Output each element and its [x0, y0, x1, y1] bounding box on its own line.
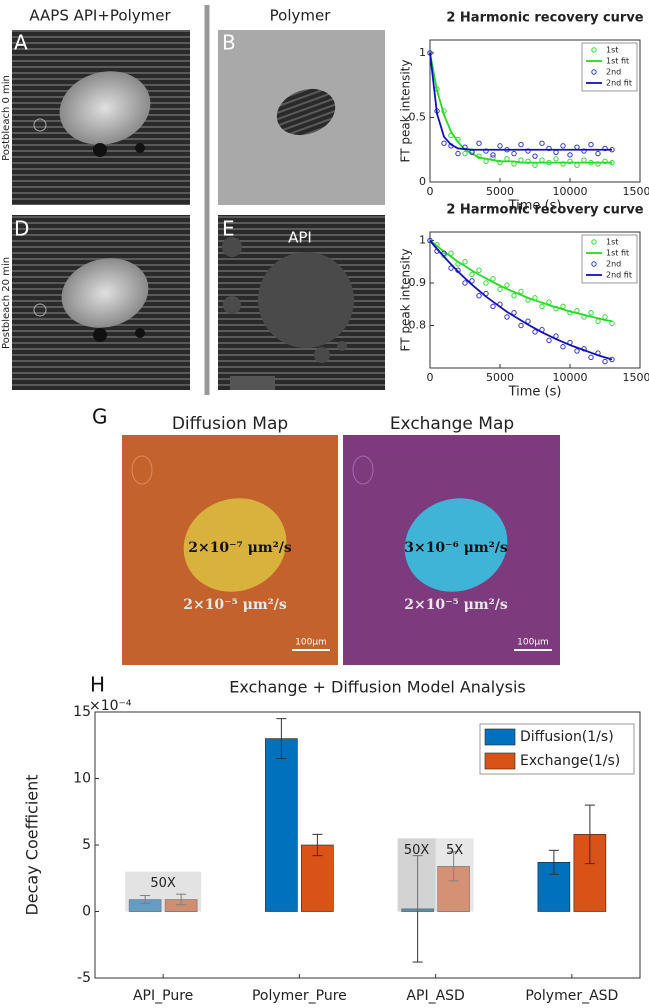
y-tick-label: 5	[82, 837, 91, 853]
panel-title: AAPS API+Polymer	[29, 7, 171, 25]
panel-letter: B	[222, 31, 236, 55]
x-tick-label: Polymer_ASD	[525, 988, 618, 1004]
map-value: 2×10⁻⁵ μm²/s	[404, 597, 508, 613]
y-tick-label: -5	[77, 970, 91, 986]
scale-label: 100μm	[517, 638, 549, 648]
legend-label: 2nd	[606, 260, 621, 269]
legend-label: 1st fit	[606, 57, 629, 66]
legend-label: 2nd	[606, 68, 621, 77]
annotation-label: 50X	[150, 876, 176, 891]
chart-title: 2 Harmonic recovery curve	[446, 203, 643, 218]
y-tick-label: 1	[419, 46, 426, 59]
map-value: 2×10⁻⁵ μm²/s	[183, 597, 287, 613]
legend-label: 1st	[606, 46, 618, 55]
y-axis-label: Decay Coefficient	[23, 774, 42, 915]
annotation-label: 50X	[404, 843, 430, 858]
legend-label: 2nd fit	[606, 271, 632, 280]
y-axis-label: FT peak intensity	[399, 60, 413, 163]
map-title: Diffusion Map	[172, 414, 288, 434]
api-label: API	[288, 229, 312, 247]
map-value: 2×10⁻⁷ μm²/s	[188, 540, 292, 556]
panel-letter: A	[14, 31, 28, 55]
x-tick-label: 0	[427, 371, 434, 384]
x-tick-label: API_ASD	[406, 988, 464, 1004]
y-tick-label: 1	[419, 234, 426, 247]
panel-letter: E	[222, 217, 235, 241]
image-b	[218, 30, 385, 205]
panel-letter: H	[90, 673, 105, 697]
panel-letter: D	[14, 217, 29, 241]
y-multiplier: ×10⁻⁴	[89, 698, 132, 714]
y-tick-label: 0	[82, 904, 91, 920]
legend-label: Diffusion(1/s)	[520, 729, 614, 745]
panel-letter: G	[92, 405, 108, 429]
y-tick-label: 0	[419, 175, 426, 188]
x-axis-label: Time (s)	[508, 385, 562, 400]
annotation-label: 5X	[446, 843, 463, 858]
image-d	[12, 215, 190, 390]
figure: AAPS API+Polymer Polymer Postbleach 0 mi…	[0, 0, 649, 1008]
x-tick-label: 10000	[553, 371, 588, 384]
x-tick-label: 10000	[553, 185, 588, 198]
chart-title: 2 Harmonic recovery curve	[446, 11, 643, 26]
image-a	[12, 30, 190, 205]
legend-swatch	[485, 753, 515, 769]
x-tick-label: 15000	[623, 185, 649, 198]
legend-label: 1st fit	[606, 249, 629, 258]
x-tick-label: 5000	[486, 371, 514, 384]
row-label: Postbleach 0 min	[1, 75, 12, 161]
legend-swatch	[485, 729, 515, 745]
x-tick-label: 5000	[486, 185, 514, 198]
map-value: 3×10⁻⁶ μm²/s	[404, 540, 508, 556]
x-tick-label: Polymer_Pure	[252, 988, 347, 1004]
panel-title: Polymer	[270, 7, 332, 25]
x-tick-label: API_Pure	[133, 988, 193, 1004]
y-axis-label: FT peak intensity	[399, 249, 413, 352]
row-label: Postbleach 20 min	[1, 257, 12, 349]
y-tick-label: 10	[73, 771, 91, 787]
legend-label: Exchange(1/s)	[520, 753, 620, 769]
bar	[265, 739, 297, 912]
x-tick-label: 0	[427, 185, 434, 198]
legend-label: 2nd fit	[606, 79, 632, 88]
map-title: Exchange Map	[390, 414, 514, 434]
scale-label: 100μm	[295, 638, 327, 648]
chart-title: Exchange + Diffusion Model Analysis	[229, 678, 526, 697]
legend-label: 1st	[606, 238, 618, 247]
